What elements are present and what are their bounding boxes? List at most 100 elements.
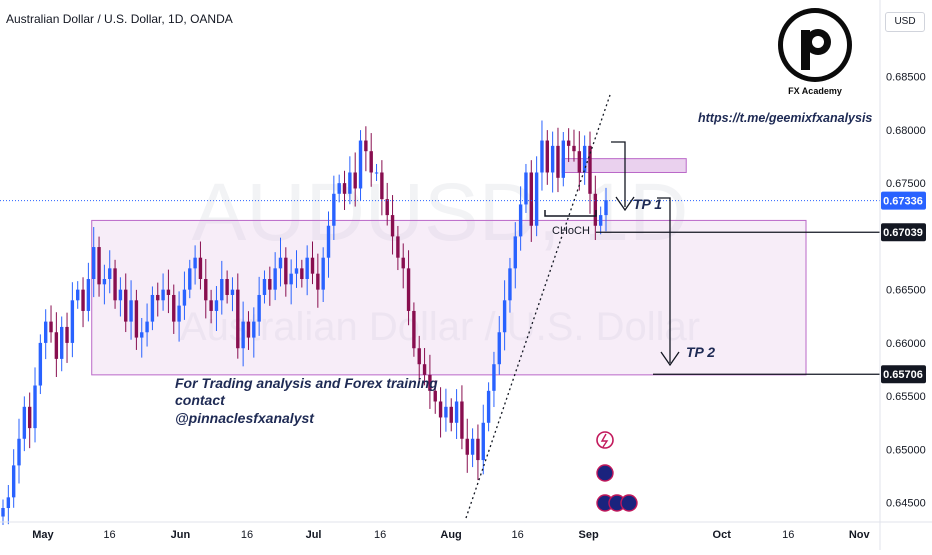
candle (572, 145, 576, 152)
candle (124, 289, 128, 322)
candle (161, 289, 165, 301)
candle (550, 145, 555, 173)
candle (582, 145, 587, 173)
y-tick-label: 0.66000 (886, 338, 926, 350)
promo-text: For Trading analysis and Forex trainingc… (175, 375, 438, 426)
candle (108, 268, 112, 279)
candle (497, 332, 501, 365)
candle (566, 140, 571, 146)
candle (294, 268, 299, 274)
candle (337, 183, 341, 194)
candles (1, 120, 608, 526)
candle (289, 273, 293, 285)
candle (502, 300, 507, 333)
candle (257, 294, 261, 322)
candle (97, 247, 101, 285)
candle (374, 172, 379, 174)
candle (38, 342, 43, 386)
tp1-label: TP 1 (633, 196, 662, 212)
x-tick-label: Jul (306, 529, 322, 541)
choch-bracket (544, 210, 597, 217)
candle (230, 289, 235, 295)
candle (140, 332, 144, 338)
candle (129, 300, 133, 322)
candle (540, 140, 544, 173)
candle (113, 268, 117, 301)
candle (412, 310, 416, 349)
watermark-name: Australian Dollar / U.S. Dollar (180, 305, 700, 349)
candle (134, 300, 139, 338)
candle (508, 268, 512, 301)
y-tick-label: 0.65500 (886, 391, 926, 403)
candle (22, 406, 27, 439)
candle (76, 289, 80, 301)
candle (588, 145, 592, 194)
candle (81, 289, 85, 311)
tp2-price-badge-label: 0.65706 (883, 369, 923, 381)
candle (150, 294, 155, 322)
x-tick-label: 16 (512, 529, 524, 541)
candle (262, 279, 267, 295)
candle (236, 289, 240, 349)
logo-brand: FX Academy (788, 86, 842, 96)
candle (449, 406, 453, 423)
candle (166, 289, 171, 295)
candle (59, 326, 64, 359)
candle (470, 438, 475, 455)
candle (518, 204, 523, 237)
candle (406, 268, 411, 311)
candle (529, 172, 533, 226)
candle (278, 257, 283, 269)
candle (172, 294, 176, 322)
candle (145, 321, 149, 333)
candle (284, 257, 288, 285)
x-tick-label: 16 (103, 529, 115, 541)
y-tick-label: 0.66500 (886, 285, 926, 297)
candle (380, 172, 384, 200)
candle (342, 183, 347, 194)
candle (492, 364, 496, 391)
promo-line-3: @pinnaclesfxanalyst (175, 410, 315, 426)
candle (390, 215, 395, 237)
arrow-tp1 (611, 141, 626, 207)
y-tick-label: 0.68000 (886, 125, 926, 137)
candle (188, 268, 192, 290)
au-flag-icon (596, 464, 614, 482)
currency-button[interactable]: USD (885, 12, 925, 32)
candle (156, 294, 160, 301)
candle (209, 300, 213, 311)
candle (220, 279, 224, 301)
candle (1, 508, 5, 517)
candle (310, 257, 315, 274)
x-tick-label: 16 (374, 529, 386, 541)
candle (561, 140, 566, 178)
x-tick-label: 16 (241, 529, 253, 541)
candle (534, 172, 539, 226)
x-tick-label: May (32, 529, 54, 541)
candle (454, 401, 459, 423)
candle (54, 332, 59, 359)
candle (11, 465, 16, 498)
lightning-icon (596, 431, 614, 449)
candle (369, 151, 373, 173)
candle (604, 200, 608, 216)
candle (433, 390, 437, 402)
candle (598, 215, 603, 226)
candle (476, 438, 480, 461)
candle (332, 193, 336, 226)
candle (316, 273, 320, 290)
logo-stem (801, 30, 810, 70)
candle (268, 279, 272, 290)
candle (417, 348, 421, 365)
candle (198, 257, 203, 279)
lightning-icon-bolt (600, 433, 609, 448)
candle (385, 199, 389, 216)
x-tick-label: 16 (782, 529, 794, 541)
candle (300, 268, 304, 279)
candle (86, 279, 91, 311)
x-tick-label: Aug (440, 529, 461, 541)
candle (444, 406, 448, 418)
candle (326, 225, 331, 258)
